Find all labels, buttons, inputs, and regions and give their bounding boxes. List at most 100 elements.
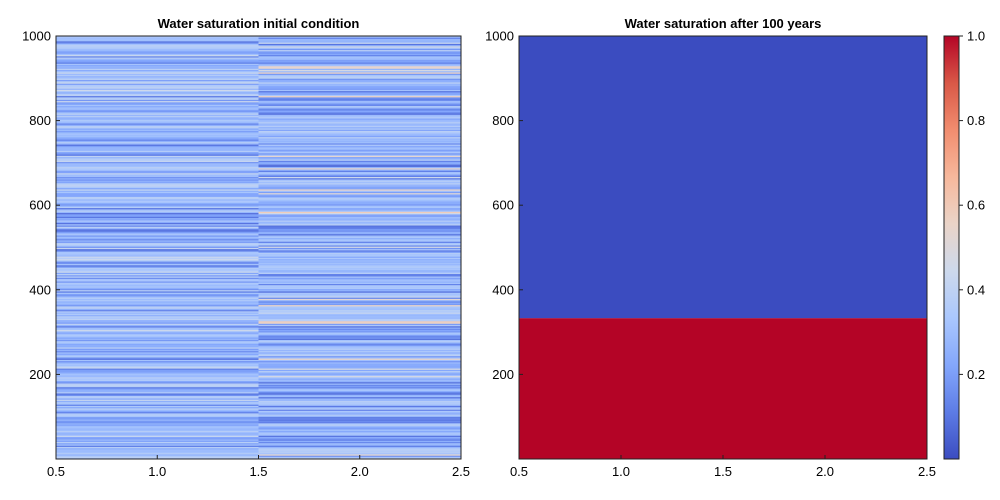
heatmap-cell [258,430,461,433]
heatmap-cell [56,164,259,166]
heatmap-cell [258,189,461,191]
heatmap-cell [258,36,461,38]
heatmap-cell [56,59,259,62]
heatmap-cell [258,256,461,258]
heatmap-cell [258,82,461,84]
heatmap-cell [258,126,461,129]
heatmap-cell [258,259,461,262]
heatmap-cell [56,114,259,117]
heatmap-cell [56,70,259,73]
heatmap-cell [258,203,461,206]
heatmap-cell [258,186,461,189]
heatmap-cell [56,186,259,189]
heatmap-cell [56,74,259,77]
heatmap-cell [258,277,461,280]
heatmap-cell [258,401,461,404]
heatmap-cell [258,77,461,79]
heatmap-cell [56,236,259,238]
heatmap-cell [258,292,461,294]
heatmap-cell [56,123,259,125]
heatmap-cell [56,201,259,204]
heatmap-cell [56,441,259,444]
heatmap-cell [56,62,259,64]
heatmap-cell [258,237,461,240]
heatmap-cell [56,44,259,47]
heatmap-cell [56,379,259,382]
heatmap-cell [56,218,259,221]
heatmap-cell [258,177,461,180]
heatmap-cell [258,268,461,271]
heatmap-cell [56,191,259,194]
heatmap-cell [56,268,259,271]
heatmap-cell [56,435,259,438]
heatmap-cell [258,202,461,205]
heatmap-cell [56,217,259,220]
heatmap-cell [258,79,461,82]
heatmap-cell [258,389,461,391]
heatmap-cell [56,324,259,327]
heatmap-cell [56,407,259,410]
heatmap-cell [56,299,259,302]
heatmap-cell [56,159,259,161]
heatmap-cell [56,78,259,80]
heatmap-cell [56,232,259,235]
heatmap-cell [258,89,461,92]
heatmap-cell [56,238,259,241]
heatmap-cell [56,198,259,201]
heatmap-cell [56,284,259,287]
heatmap-cell [56,424,259,426]
heatmap-cell [258,396,461,399]
heatmap-cell [56,49,259,52]
heatmap-cell [56,395,259,398]
y-tick-label: 400 [492,282,514,297]
heatmap-cell [56,115,259,118]
heatmap-cell [258,216,461,219]
heatmap-cell [258,318,461,321]
heatmap-cell [258,337,461,339]
heatmap-cell [258,131,461,134]
heatmap-cell [258,118,461,120]
heatmap-cell [258,227,461,230]
heatmap-cell [56,94,259,97]
heatmap-cell [56,226,259,228]
heatmap-cell [56,171,259,174]
heatmap-cell [56,231,259,233]
heatmap-cell [56,175,259,177]
heatmap-cell [258,345,461,348]
heatmap-cell [56,142,259,145]
heatmap-cell [56,45,259,48]
heatmap-cell [56,43,259,46]
heatmap-cell [258,50,461,53]
heatmap-cell [258,344,461,347]
heatmap-cell [56,121,259,124]
heatmap-cell [258,47,461,49]
heatmap-cell [56,79,259,82]
heatmap-cell [258,371,461,374]
heatmap-cell [56,110,259,113]
heatmap-cell [56,269,259,272]
heatmap-cell [258,42,461,44]
colorbar-frame [943,35,960,460]
heatmap-cell [258,78,461,80]
heatmap-cell [56,96,259,99]
heatmap-cell [258,291,461,293]
heatmap-cell [56,363,259,365]
heatmap-cell [258,101,461,104]
heatmap-cell [258,447,461,450]
heatmap-cell [56,200,259,202]
heatmap-cell [56,189,259,191]
heatmap-cell [258,235,461,237]
heatmap-cell [56,375,259,378]
heatmap-cell [56,378,259,380]
heatmap-cell [258,330,461,333]
heatmap-cell [56,426,259,429]
heatmap-cell [56,131,259,134]
heatmap-cell [56,109,259,112]
heatmap-cell [258,73,461,75]
heatmap-cell [56,320,259,323]
heatmap-cell [258,136,461,139]
heatmap-cell [56,310,259,313]
heatmap-cell [258,441,461,444]
heatmap-cell [258,220,461,222]
